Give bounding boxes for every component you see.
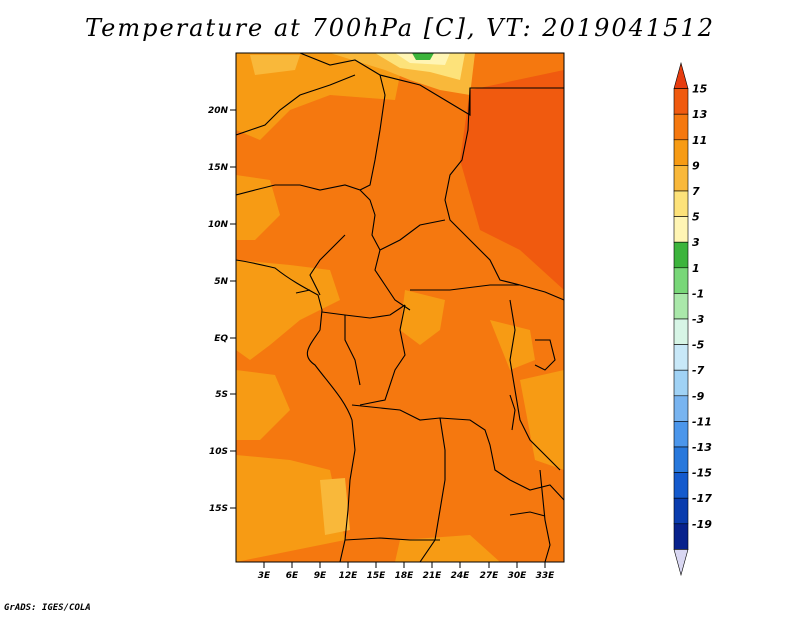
lon-tick: 21E	[423, 562, 443, 581]
lat-tick: EQ	[214, 334, 236, 344]
lat-label: 5S	[215, 390, 228, 400]
colorbar-label: 3	[692, 236, 700, 249]
colorbar-swatch	[673, 318, 689, 345]
lon-tick: 30E	[508, 562, 528, 581]
colorbar-label: -7	[692, 364, 705, 377]
colorbar-label: 1	[692, 262, 700, 275]
colorbar-swatch	[673, 88, 689, 115]
lat-label: 15S	[209, 504, 228, 514]
colorbar-label: -5	[692, 339, 705, 352]
colorbar-swatch	[673, 497, 689, 525]
lat-tick: 5S	[215, 390, 236, 400]
colorbar-swatch	[673, 395, 689, 422]
colorbar-label: -13	[692, 441, 712, 454]
colorbar-label: -1	[692, 287, 704, 300]
colorbar-swatch	[673, 523, 689, 550]
colorbar-swatch	[673, 369, 689, 397]
latitude-axis: 20N 15N 10N 5N EQ 5S 10S 15S	[208, 106, 236, 514]
lon-label: 21E	[423, 571, 443, 581]
lat-label: 10S	[209, 447, 228, 457]
longitude-axis: 3E 6E 9E 12E 15E 18E 21E 24E 27E 30E 33E	[258, 562, 555, 581]
lon-tick: 27E	[480, 562, 500, 581]
lon-label: 18E	[395, 571, 415, 581]
colorbar-swatch	[673, 344, 689, 371]
colorbar-label: -11	[692, 415, 712, 428]
colorbar-label: 5	[692, 211, 700, 224]
lat-label: EQ	[214, 334, 228, 344]
lat-tick: 5N	[214, 277, 236, 287]
temperature-field	[236, 53, 564, 562]
lon-label: 15E	[367, 571, 387, 581]
lon-tick: 3E	[258, 562, 271, 581]
grads-credit: GrADS: IGES/COLA	[4, 603, 91, 613]
colorbar-top-triangle	[673, 61, 689, 89]
lon-label: 3E	[258, 571, 271, 581]
colorbar-label: -19	[692, 518, 712, 531]
lon-label: 6E	[286, 571, 299, 581]
lon-label: 27E	[480, 571, 500, 581]
lat-label: 20N	[208, 106, 229, 116]
lon-label: 12E	[339, 571, 359, 581]
colorbar-swatch	[673, 293, 689, 320]
lon-tick: 15E	[367, 562, 387, 581]
lat-tick: 15S	[209, 504, 236, 514]
colorbar-label: -15	[692, 467, 712, 480]
lat-label: 10N	[208, 220, 229, 230]
colorbar-swatch	[673, 421, 689, 448]
colorbar-label: 15	[692, 83, 708, 96]
lat-label: 5N	[214, 277, 228, 287]
lon-tick: 12E	[339, 562, 359, 581]
colorbar-swatch	[673, 139, 689, 166]
colorbar-swatch	[673, 241, 689, 269]
colorbar-swatch	[673, 216, 689, 243]
colorbar-swatch	[673, 472, 689, 499]
lat-tick: 20N	[208, 106, 236, 116]
colorbar-swatch	[673, 190, 689, 217]
map-frame	[235, 52, 565, 563]
colorbar-label: 11	[692, 134, 707, 147]
colorbar-label: -3	[692, 313, 705, 326]
lon-tick: 33E	[536, 562, 556, 581]
lat-tick: 10S	[209, 447, 236, 457]
lat-label: 15N	[208, 163, 229, 173]
colorbar-label: 9	[692, 159, 700, 172]
colorbar-label: 13	[692, 108, 708, 121]
country-borders	[236, 53, 564, 562]
lon-tick: 9E	[314, 562, 327, 581]
lon-label: 30E	[508, 571, 528, 581]
lon-label: 24E	[451, 571, 471, 581]
lon-label: 9E	[314, 571, 327, 581]
colorbar-swatch	[673, 446, 689, 473]
colorbar-label: -17	[692, 492, 712, 505]
colorbar-swatch	[673, 113, 689, 141]
map-title: Temperature at 700hPa [C], VT: 201904151…	[85, 14, 715, 42]
colorbar-label: -9	[692, 390, 705, 403]
colorbar-swatch	[673, 165, 689, 192]
lat-tick: 10N	[208, 220, 236, 230]
colorbar-label: 7	[692, 185, 700, 198]
lat-tick: 15N	[208, 163, 236, 173]
lon-tick: 6E	[286, 562, 299, 581]
colorbar-swatch	[673, 267, 689, 294]
colorbar: 15 13 11 9 7 5 3 1 -1 -3 -5 -7 -9 -11 -13 -15 -17 -19	[673, 61, 712, 577]
lon-tick: 24E	[451, 562, 471, 581]
lon-tick: 18E	[395, 562, 415, 581]
lon-label: 33E	[536, 571, 556, 581]
colorbar-bottom-triangle	[673, 549, 689, 577]
